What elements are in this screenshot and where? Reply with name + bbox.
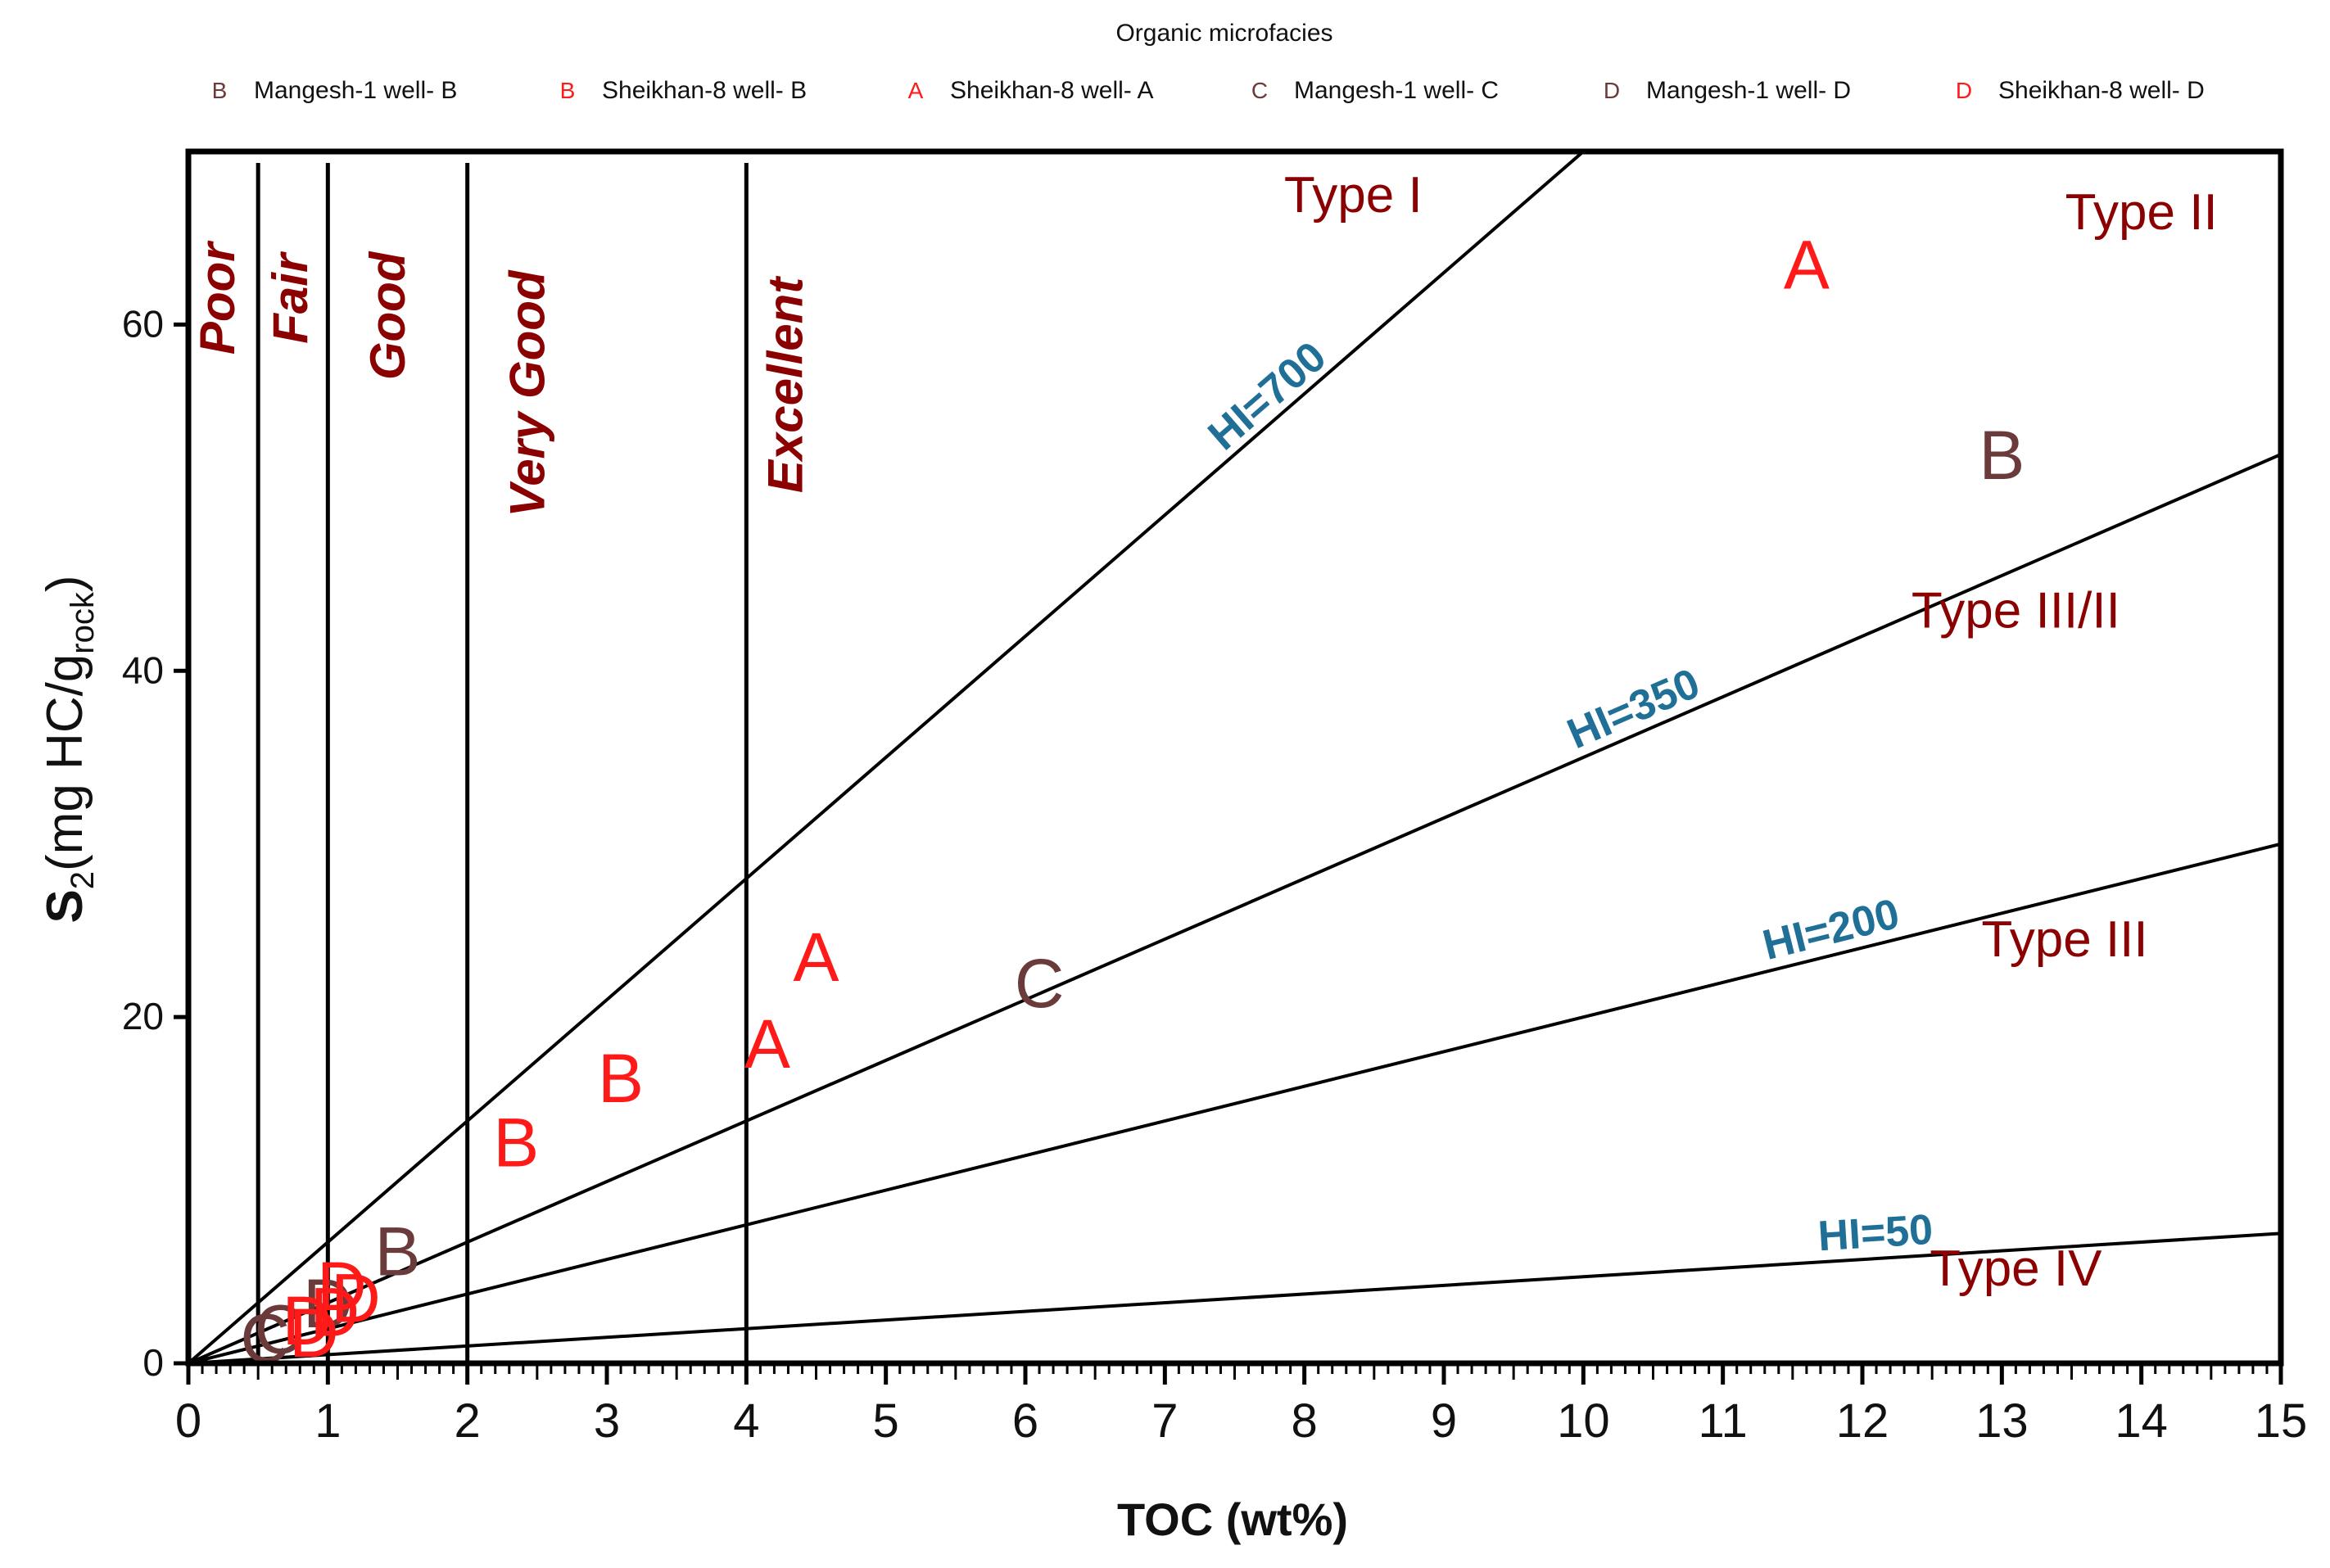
legend-label: Mangesh-1 well- D — [1646, 77, 1851, 104]
y-axis-title-rest: (mg HC/g — [37, 654, 93, 871]
data-point: D — [331, 1260, 381, 1337]
type-labels: Type I Type II Type III/II Type III Type IV — [1284, 167, 2218, 1297]
x-tick-label: 6 — [1012, 1394, 1038, 1448]
y-tick-label: 60 — [122, 302, 164, 345]
y-tick-label: 40 — [122, 648, 164, 691]
quality-zone-label: Excellent — [758, 275, 812, 493]
x-tick-label: 14 — [2115, 1394, 2168, 1448]
hi-line — [188, 453, 2281, 1363]
x-tick-label: 1 — [314, 1394, 341, 1448]
x-tick-label: 2 — [455, 1394, 481, 1448]
hi-line-label: HI=200 — [1758, 890, 1904, 969]
x-tick-label: 0 — [175, 1394, 201, 1448]
quality-zone-label: Poor — [190, 240, 245, 355]
x-tick-label: 11 — [1699, 1394, 1748, 1448]
legend-label: Sheikhan-8 well- B — [602, 77, 807, 104]
hi-line — [188, 1231, 2281, 1363]
x-tick-label: 12 — [1836, 1394, 1889, 1448]
legend-label: Mangesh-1 well- C — [1294, 77, 1499, 104]
legend-symbol: C — [1251, 78, 1268, 103]
data-point: A — [744, 1005, 790, 1082]
data-point: D — [317, 1248, 367, 1325]
x-tick-label: 7 — [1151, 1394, 1178, 1448]
data-point: A — [793, 919, 839, 996]
hi-line-label: HI=50 — [1816, 1206, 1934, 1261]
y-axis-title-main: S — [37, 889, 93, 923]
quality-zone-label: Fair — [263, 251, 318, 344]
plot-area: HI=700 HI=350 HI=200 HI=50 Poor Fair Good Very… — [185, 148, 2284, 1376]
y-axis-title-sub: 2 — [65, 871, 101, 889]
legend-symbol: D — [1604, 78, 1620, 103]
data-point: D — [282, 1282, 332, 1359]
data-point: C — [254, 1291, 304, 1368]
quality-zone-label: Very Good — [500, 269, 554, 517]
data-point: B — [598, 1040, 644, 1117]
data-point: D — [289, 1295, 339, 1371]
x-axis: 0 1 2 3 4 5 6 7 8 9 10 11 12 13 14 15 — [175, 1363, 2307, 1448]
x-tick-label: 10 — [1557, 1394, 1610, 1448]
x-tick-label: 8 — [1292, 1394, 1318, 1448]
legend-title: Organic microfacies — [1115, 20, 1332, 47]
hi-line — [188, 151, 1586, 1363]
kerogen-type-label: Type III/II — [1912, 582, 2120, 639]
legend-entries: B Mangesh-1 well- B B Sheikhan-8 well- B A Sh… — [212, 77, 2205, 104]
x-tick-label: 15 — [2255, 1394, 2308, 1448]
kerogen-type-label: Type III — [1981, 911, 2147, 968]
legend-symbol: B — [212, 78, 228, 103]
kerogen-type-label: Type II — [2065, 184, 2218, 241]
data-point: D — [310, 1274, 360, 1351]
x-tick-label: 9 — [1431, 1394, 1457, 1448]
data-point: A — [1784, 226, 1830, 303]
x-tick-label: 13 — [1975, 1394, 2029, 1448]
legend-label: Sheikhan-8 well- D — [1998, 77, 2205, 104]
hi-line-label: HI=700 — [1200, 332, 1336, 459]
legend-label: Mangesh-1 well- B — [254, 77, 457, 104]
toc-boundaries — [256, 163, 749, 1363]
y-tick-label: 20 — [122, 995, 164, 1037]
legend-symbol: B — [560, 78, 576, 103]
data-point: D — [303, 1265, 353, 1342]
legend-symbol: A — [908, 78, 924, 103]
data-point: B — [493, 1104, 539, 1181]
hi-line — [188, 842, 2281, 1363]
y-axis: 0 20 40 60 — [122, 302, 188, 1384]
x-tick-label: 4 — [733, 1394, 759, 1448]
hi-line-label: HI=350 — [1561, 660, 1707, 759]
x-tick-label: 5 — [873, 1394, 899, 1448]
y-axis-title: S2(mg HC/grock) — [37, 575, 101, 923]
kerogen-type-label: Type I — [1284, 167, 1423, 224]
data-point: B — [1979, 417, 2025, 494]
y-tick-label: 0 — [143, 1341, 164, 1384]
data-point: C — [1015, 945, 1065, 1022]
legend: Organic microfacies B Mangesh-1 well- B B S… — [212, 20, 2205, 104]
y-axis-title-rest-sub: rock — [65, 591, 101, 654]
y-axis-title-close: ) — [37, 575, 93, 592]
data-point: B — [374, 1213, 420, 1290]
quality-zone-label: Good — [360, 251, 415, 380]
legend-symbol: D — [1956, 78, 1972, 103]
x-tick-label: 3 — [594, 1394, 620, 1448]
x-axis-title: TOC (wt%) — [1117, 1493, 1348, 1545]
legend-label: Sheikhan-8 well- A — [950, 77, 1153, 104]
kerogen-type-label: Type IV — [1930, 1240, 2102, 1297]
zone-labels: Poor Fair Good Very Good Excellent — [190, 240, 812, 517]
